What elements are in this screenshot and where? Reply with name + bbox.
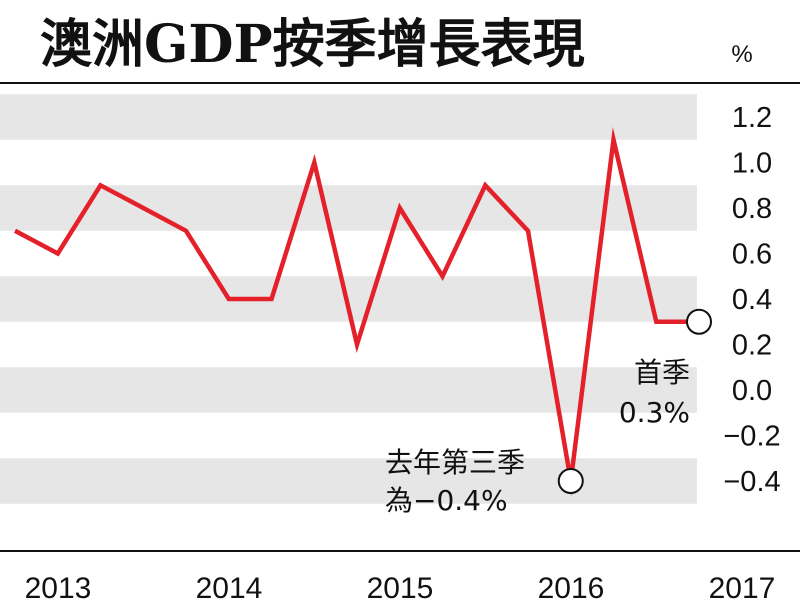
y-tick-label: 0.6: [732, 239, 772, 271]
unit-label: %: [731, 41, 752, 68]
grid-band: [0, 94, 697, 140]
y-tick-label: 1.2: [732, 102, 772, 134]
x-tick-label: 2014: [196, 572, 263, 605]
x-tick-label: 2013: [25, 572, 92, 605]
chart-title: 澳洲GDP按季增長表現: [40, 14, 585, 75]
annotation-line: 為−0.4%: [385, 484, 508, 517]
y-tick-label: 0.8: [732, 193, 772, 225]
y-axis-ticks: 1.2 1.0 0.8 0.6 0.4 0.2 0.0 −0.2 −0.4: [723, 102, 780, 498]
x-tick-label: 2017: [709, 572, 776, 605]
marker-layer: [557, 308, 712, 494]
y-tick-label: 0.0: [732, 375, 772, 407]
y-tick-label: 0.4: [732, 284, 772, 316]
highlight-marker: [557, 468, 584, 494]
grid-band: [0, 367, 697, 413]
annotation-line: 去年第三季: [385, 446, 525, 479]
y-tick-label: 0.2: [732, 330, 772, 362]
x-axis-ticks: 2013 2014 2015 2016 2017: [25, 572, 776, 605]
y-tick-label: −0.2: [723, 421, 780, 453]
marker-annotation: 首季 0.3%: [619, 356, 690, 429]
annotation-line: 0.3%: [619, 396, 690, 429]
x-tick-label: 2015: [367, 572, 434, 605]
grid-band: [0, 458, 697, 504]
grid-bands: [0, 94, 697, 504]
y-tick-label: 1.0: [732, 148, 772, 180]
annotation-line: 首季: [634, 356, 690, 389]
y-tick-label: −0.4: [723, 466, 780, 498]
x-tick-label: 2016: [538, 572, 605, 605]
grid-band: [0, 185, 697, 231]
highlight-marker: [686, 308, 712, 335]
